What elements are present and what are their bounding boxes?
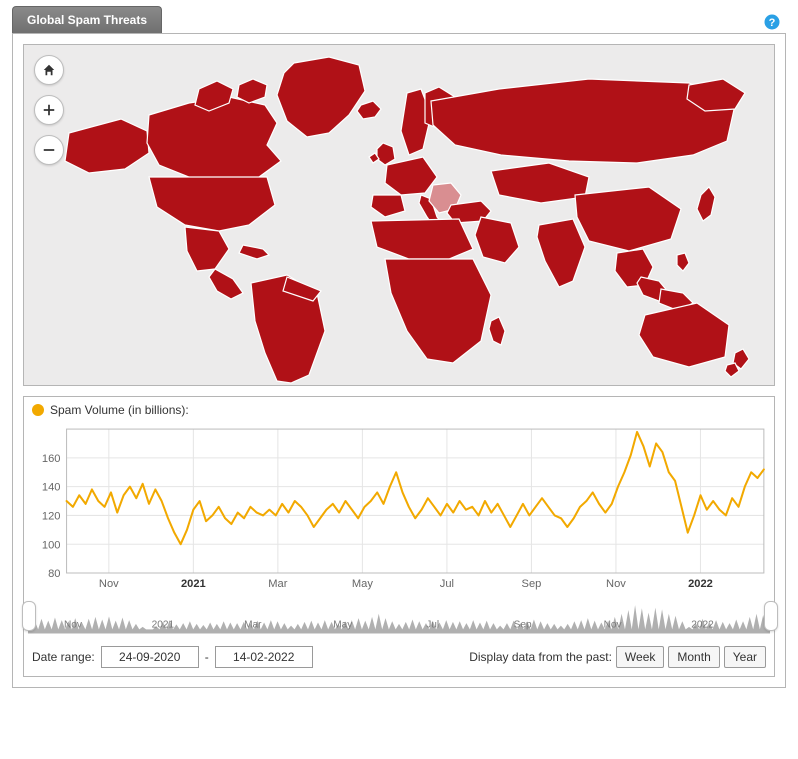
date-to-input[interactable]: 14-02-2022 <box>215 646 313 668</box>
map-zoom-in-button[interactable] <box>34 95 64 125</box>
world-map-svg <box>24 45 774 385</box>
svg-text:?: ? <box>769 17 776 29</box>
svg-text:Sep: Sep <box>514 620 532 631</box>
time-scrubber-svg: Nov 2021 Mar May Jul Sep Nov 2022 <box>28 599 770 633</box>
date-from-input[interactable]: 24-09-2020 <box>101 646 199 668</box>
home-icon <box>42 63 56 77</box>
plus-icon <box>42 103 56 117</box>
svg-text:Nov: Nov <box>99 578 119 590</box>
svg-text:120: 120 <box>42 510 61 522</box>
preset-month-button[interactable]: Month <box>668 646 719 668</box>
svg-text:100: 100 <box>42 539 61 551</box>
svg-text:2022: 2022 <box>688 578 713 590</box>
time-scrubber[interactable]: Nov 2021 Mar May Jul Sep Nov 2022 <box>28 599 770 633</box>
svg-text:Nov: Nov <box>604 620 623 631</box>
svg-text:80: 80 <box>48 568 60 580</box>
map-home-button[interactable] <box>34 55 64 85</box>
svg-text:Sep: Sep <box>522 578 542 590</box>
date-range-group: Date range: 24-09-2020 - 14-02-2022 <box>32 646 313 668</box>
date-range-sep: - <box>205 650 209 664</box>
display-preset-label: Display data from the past: <box>469 650 612 664</box>
tab-global-spam-threats[interactable]: Global Spam Threats <box>12 6 162 33</box>
help-icon[interactable]: ? <box>764 14 780 30</box>
svg-text:Nov: Nov <box>64 620 83 631</box>
svg-text:May: May <box>333 620 353 631</box>
scrubber-handle-right[interactable] <box>764 601 778 631</box>
world-map[interactable] <box>23 44 775 386</box>
svg-text:Jul: Jul <box>440 578 454 590</box>
legend-dot-icon <box>32 404 44 416</box>
svg-text:160: 160 <box>42 453 61 465</box>
date-range-label: Date range: <box>32 650 95 664</box>
preset-week-button[interactable]: Week <box>616 646 664 668</box>
svg-text:Nov: Nov <box>606 578 626 590</box>
scrubber-handle-left[interactable] <box>22 601 36 631</box>
svg-text:140: 140 <box>42 482 61 494</box>
main-panel: Spam Volume (in billions): 80 100 120 140 16… <box>12 33 786 688</box>
svg-text:2021: 2021 <box>152 620 175 631</box>
svg-text:2022: 2022 <box>691 620 714 631</box>
tab-title: Global Spam Threats <box>27 13 147 27</box>
svg-text:Mar: Mar <box>268 578 287 590</box>
spam-volume-chart-frame: Spam Volume (in billions): 80 100 120 140 16… <box>23 396 775 677</box>
svg-text:May: May <box>352 578 373 590</box>
chart-legend: Spam Volume (in billions): <box>24 397 774 423</box>
map-zoom-out-button[interactable] <box>34 135 64 165</box>
legend-label: Spam Volume (in billions): <box>50 403 189 417</box>
svg-text:Mar: Mar <box>244 620 262 631</box>
minus-icon <box>42 143 56 157</box>
svg-text:Jul: Jul <box>426 620 439 631</box>
preset-year-button[interactable]: Year <box>724 646 766 668</box>
spam-volume-chart[interactable]: 80 100 120 140 160 Nov 2021 Mar May Jul Sep Nov 2022 <box>24 423 774 595</box>
svg-text:2021: 2021 <box>181 578 206 590</box>
display-preset-group: Display data from the past: Week Month Y… <box>469 646 766 668</box>
